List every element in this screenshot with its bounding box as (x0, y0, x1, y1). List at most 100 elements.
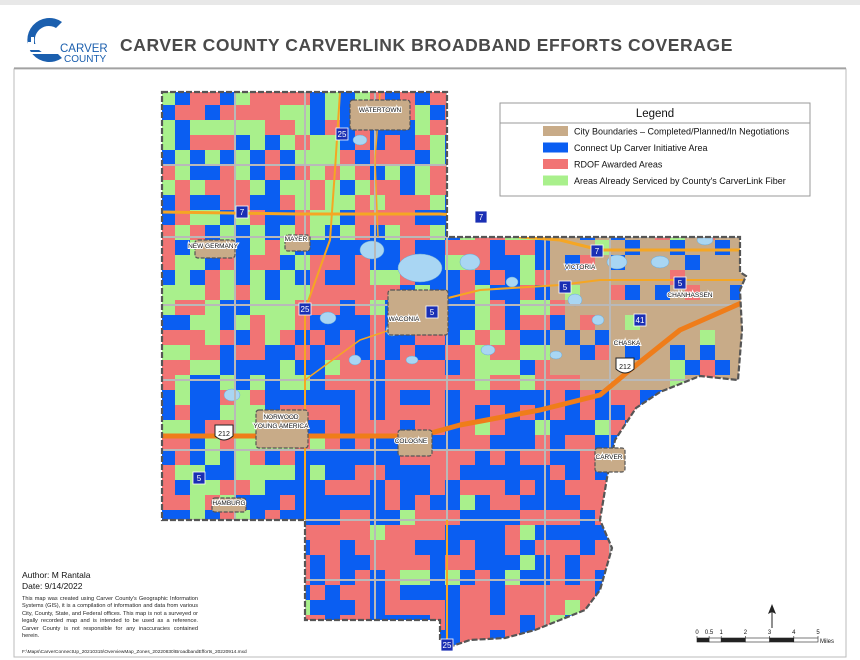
scale-unit: Miles (820, 639, 834, 645)
coverage-patch (430, 615, 446, 631)
coverage-patch (730, 495, 746, 511)
route-number: 7 (240, 208, 245, 217)
coverage-patch (400, 555, 416, 571)
coverage-patch (295, 270, 311, 286)
coverage-patch (220, 135, 236, 151)
coverage-patch (685, 645, 701, 646)
coverage-patch (355, 450, 371, 466)
coverage-patch (610, 510, 626, 526)
coverage-patch (250, 255, 266, 271)
coverage-patch (310, 630, 326, 646)
coverage-patch (625, 225, 641, 241)
coverage-patch (310, 150, 326, 166)
coverage-patch (535, 600, 551, 616)
coverage-patch (580, 330, 596, 346)
coverage-patch (655, 645, 671, 646)
north-arrow-head (768, 604, 776, 614)
coverage-patch (355, 390, 371, 406)
coverage-patch (415, 525, 431, 541)
coverage-patch (162, 120, 176, 136)
coverage-patch (430, 105, 446, 121)
coverage-patch (505, 195, 521, 211)
coverage-patch (610, 270, 626, 286)
frame (13, 68, 847, 658)
coverage-patch (610, 315, 626, 331)
coverage-patch (700, 645, 716, 646)
coverage-patch (385, 630, 401, 646)
coverage-patch (745, 450, 746, 466)
coverage-patch (205, 600, 221, 616)
scale-segment (769, 637, 795, 643)
coverage-patch (475, 525, 491, 541)
coverage-patch (205, 135, 221, 151)
coverage-patch (535, 255, 551, 271)
coverage-patch (655, 480, 671, 496)
coverage-patch (445, 525, 461, 541)
coverage-patch (370, 540, 386, 556)
coverage-patch (250, 300, 266, 316)
coverage-patch (640, 510, 656, 526)
coverage-patch (580, 300, 596, 316)
coverage-patch (250, 630, 266, 646)
coverage-patch (565, 330, 581, 346)
coverage-patch (190, 570, 206, 586)
coverage-patch (250, 150, 266, 166)
coverage-patch (745, 465, 746, 481)
coverage-patch (460, 435, 476, 451)
coverage-patch (190, 195, 206, 211)
coverage-patch (220, 570, 236, 586)
coverage-patch (190, 255, 206, 271)
coverage-patch (205, 375, 221, 391)
coverage-patch (580, 525, 596, 541)
coverage-patch (475, 555, 491, 571)
coverage-patch (190, 315, 206, 331)
coverage-patch (625, 615, 641, 631)
coverage-patch (235, 465, 251, 481)
coverage-patch (670, 495, 686, 511)
coverage-patch (175, 540, 191, 556)
coverage-patch (190, 390, 206, 406)
coverage-patch (595, 255, 611, 271)
coverage-patch (685, 435, 701, 451)
coverage-patch (475, 465, 491, 481)
coverage-patch (415, 630, 431, 646)
coverage-patch (250, 270, 266, 286)
coverage-patch (190, 420, 206, 436)
coverage-patch (415, 615, 431, 631)
coverage-patch (745, 585, 746, 601)
coverage-patch (625, 195, 641, 211)
coverage-patch (730, 465, 746, 481)
coverage-patch (490, 300, 506, 316)
coverage-patch (640, 585, 656, 601)
coverage-patch (385, 405, 401, 421)
coverage-patch (310, 540, 326, 556)
coverage-patch (475, 300, 491, 316)
coverage-patch (460, 105, 476, 121)
coverage-patch (685, 360, 701, 376)
coverage-patch (205, 105, 221, 121)
coverage-patch (340, 195, 356, 211)
coverage-patch (445, 495, 461, 511)
coverage-patch (700, 285, 716, 301)
coverage-patch (745, 510, 746, 526)
city-label: CARVER (596, 454, 623, 461)
coverage-patch (505, 600, 521, 616)
coverage-patch (535, 645, 551, 646)
coverage-patch (505, 210, 521, 226)
coverage-patch (730, 480, 746, 496)
coverage-patch (250, 615, 266, 631)
coverage-patch (535, 450, 551, 466)
coverage-patch (535, 360, 551, 376)
coverage-patch (730, 195, 746, 211)
coverage-patch (310, 270, 326, 286)
coverage-patch (235, 525, 251, 541)
coverage-patch (415, 120, 431, 136)
coverage-patch (670, 195, 686, 211)
coverage-patch (685, 570, 701, 586)
coverage-patch (370, 480, 386, 496)
coverage-patch (415, 405, 431, 421)
coverage-patch (520, 450, 536, 466)
coverage-patch (385, 225, 401, 241)
coverage-patch (400, 240, 416, 256)
coverage-patch (430, 390, 446, 406)
